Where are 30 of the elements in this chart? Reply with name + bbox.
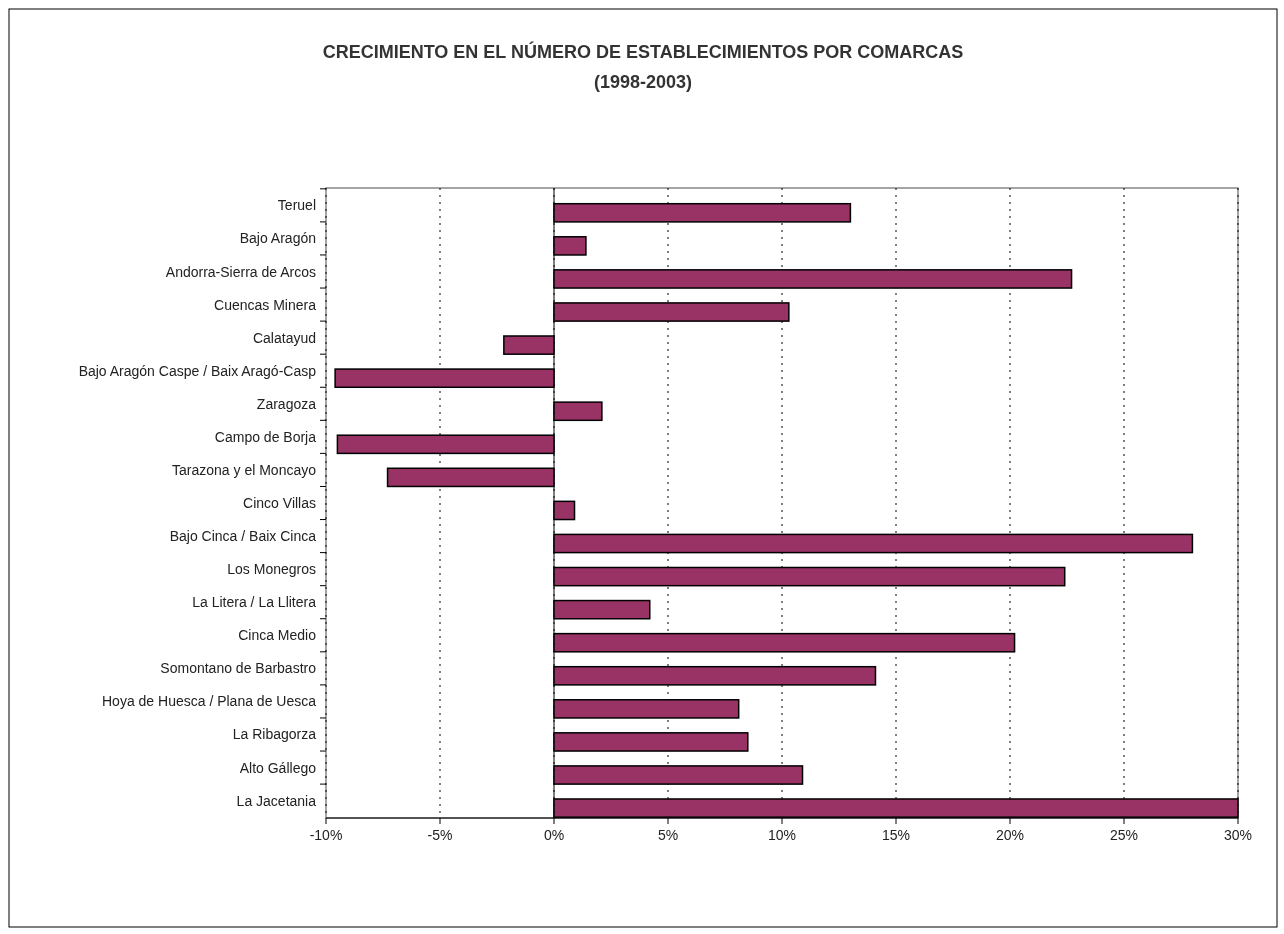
x-tick-label: 15% bbox=[881, 827, 911, 843]
x-tick-label: 20% bbox=[995, 827, 1025, 843]
y-tick-label: Hoya de Huesca / Plana de Uesca bbox=[101, 693, 317, 710]
y-tick-label: Los Monegros bbox=[227, 561, 316, 578]
y-tick-label: Tarazona y el Moncayo bbox=[172, 461, 317, 478]
y-tick-label: Cinco Villas bbox=[243, 495, 316, 511]
y-tick-label: Teruel bbox=[277, 197, 316, 214]
y-tick-label: Bajo Cinca / Baix Cinca bbox=[169, 528, 317, 545]
x-tick-label: 10% bbox=[767, 827, 797, 843]
y-tick-label: La Ribagorza bbox=[232, 726, 317, 743]
y-tick-label: La Jacetania bbox=[236, 792, 317, 809]
x-tick-label: 30% bbox=[1223, 827, 1253, 843]
y-tick-label: Bajo Aragón Caspe / Baix Aragó-Casp bbox=[78, 362, 317, 379]
chart-subtitle: (1998-2003) bbox=[593, 72, 693, 92]
chart-title: CRECIMIENTO EN EL NÚMERO DE ESTABLECIMIENTOS POR COMARCAS bbox=[322, 41, 964, 62]
x-tick-label: 0% bbox=[543, 827, 565, 843]
y-tick-label: Cinca Medio bbox=[238, 627, 317, 644]
x-tick-label: -10% bbox=[309, 827, 343, 843]
x-tick-label: 5% bbox=[657, 827, 679, 843]
x-tick-label: -5% bbox=[427, 827, 453, 843]
x-tick-label: 25% bbox=[1109, 827, 1139, 843]
y-tick-label: Bajo Aragón bbox=[239, 230, 316, 247]
y-tick-label: Alto Gállego bbox=[239, 759, 317, 776]
y-tick-label: Campo de Borja bbox=[214, 428, 317, 445]
y-tick-label: Somontano de Barbastro bbox=[160, 660, 317, 677]
y-tick-label: Cuencas Minera bbox=[214, 296, 317, 313]
y-tick-label: Andorra-Sierra de Arcos bbox=[165, 263, 316, 280]
y-tick-label: Calatayud bbox=[252, 329, 316, 346]
y-tick-label: Zaragoza bbox=[256, 395, 317, 412]
y-tick-label: La Litera / La Llitera bbox=[192, 594, 317, 611]
